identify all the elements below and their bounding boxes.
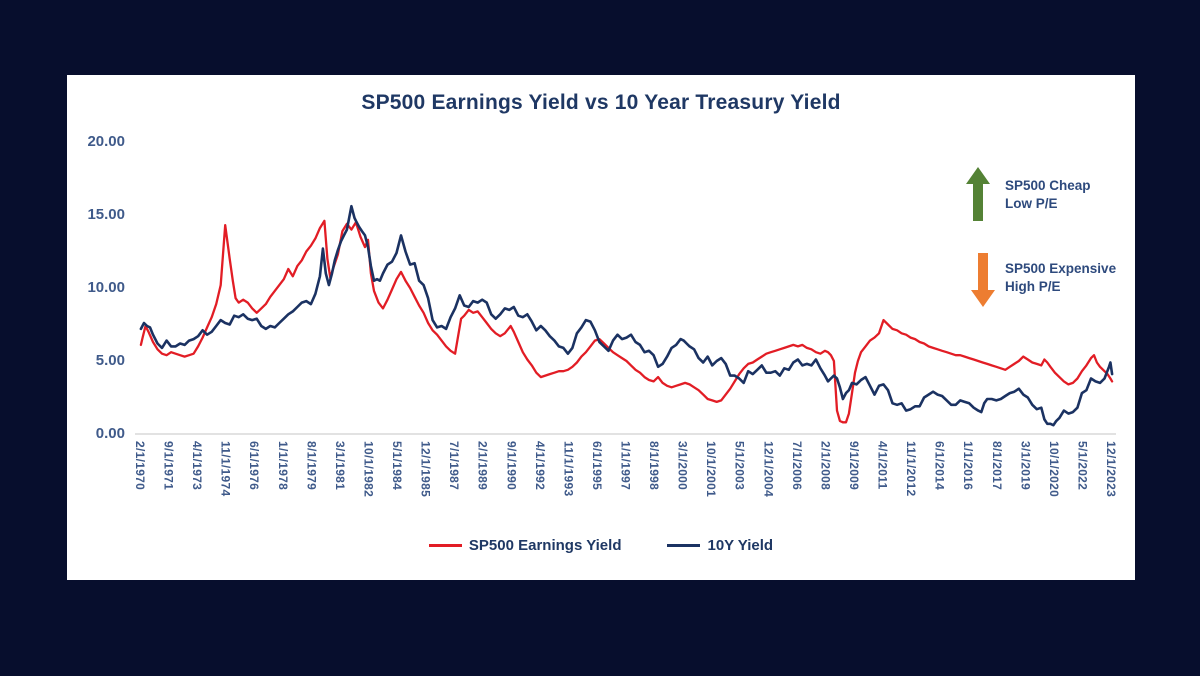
x-tick-label: 3/1/2000 bbox=[675, 441, 690, 491]
legend-label-sp500-earnings-yield: SP500 Earnings Yield bbox=[468, 537, 622, 554]
chart-title: SP500 Earnings Yield vs 10 Year Treasury… bbox=[361, 91, 841, 114]
x-tick-label: 9/1/1990 bbox=[504, 441, 519, 491]
x-tick-label: 8/1/1979 bbox=[304, 441, 319, 491]
x-tick-label: 6/1/1995 bbox=[589, 441, 604, 491]
legend-label-10y-yield: 10Y Yield bbox=[707, 537, 774, 554]
x-tick-label: 8/1/1998 bbox=[647, 441, 662, 491]
y-tick-label: 0.00 bbox=[95, 425, 125, 442]
down-arrow-icon bbox=[971, 253, 995, 307]
x-tick-label: 1/1/1997 bbox=[618, 441, 633, 491]
chart-panel: SP500 Earnings Yield vs 10 Year Treasury… bbox=[67, 75, 1135, 580]
plot-area bbox=[135, 204, 1116, 435]
legend-item-10y-yield: 10Y Yield bbox=[667, 537, 773, 554]
x-tick-label: 12/1/2004 bbox=[761, 441, 776, 498]
annotation-expensive-line2: High P/E bbox=[1005, 279, 1061, 294]
annotation-cheap-line2: Low P/E bbox=[1005, 196, 1058, 211]
x-tick-label: 5/1/2003 bbox=[732, 441, 747, 491]
x-tick-label: 10/1/2020 bbox=[1046, 441, 1061, 498]
up-arrow-shape bbox=[966, 167, 990, 221]
y-tick-label: 10.00 bbox=[87, 279, 125, 296]
x-tick-label: 7/1/1987 bbox=[447, 441, 462, 491]
legend-swatch-navy bbox=[667, 544, 701, 547]
annotation-cheap-line1: SP500 Cheap bbox=[1005, 178, 1091, 193]
x-tick-label: 11/1/2012 bbox=[904, 441, 919, 497]
x-tick-label: 7/1/2006 bbox=[789, 441, 804, 491]
up-arrow-icon bbox=[966, 167, 990, 221]
x-tick-label: 10/1/2001 bbox=[704, 441, 719, 498]
annotation-sp500-cheap: SP500 Cheap Low P/E bbox=[1005, 177, 1091, 213]
sp500-earnings-yield-line bbox=[139, 219, 1114, 424]
x-tick-label: 2/1/2008 bbox=[818, 441, 833, 491]
legend-item-sp500-earnings-yield: SP500 Earnings Yield bbox=[428, 537, 622, 554]
x-tick-label: 10/1/1982 bbox=[361, 441, 376, 498]
x-tick-label: 1/1/2016 bbox=[961, 441, 976, 491]
y-tick-label: 5.00 bbox=[95, 352, 125, 369]
x-tick-label: 9/1/1971 bbox=[161, 441, 176, 491]
x-tick-label: 6/1/2014 bbox=[932, 441, 947, 491]
chart-legend: SP500 Earnings Yield 10Y Yield bbox=[67, 537, 1135, 554]
x-tick-label: 2/1/1970 bbox=[133, 441, 147, 491]
x-tick-label: 5/1/2022 bbox=[1075, 441, 1090, 491]
x-tick-label: 5/1/1984 bbox=[390, 441, 405, 491]
x-tick-label: 3/1/2019 bbox=[1018, 441, 1033, 491]
x-tick-label: 1/1/1978 bbox=[275, 441, 290, 491]
x-tick-label: 6/1/1976 bbox=[247, 441, 262, 491]
x-tick-label: 12/1/1985 bbox=[418, 441, 433, 498]
x-tick-label: 8/1/2017 bbox=[989, 441, 1004, 491]
x-tick-label: 11/1/1993 bbox=[561, 441, 576, 497]
x-tick-label: 4/1/1973 bbox=[190, 441, 205, 491]
x-tick-label: 9/1/2009 bbox=[846, 441, 861, 491]
down-arrow-shape bbox=[971, 253, 995, 307]
y-tick-label: 15.00 bbox=[87, 206, 125, 223]
legend-swatch-red bbox=[428, 544, 462, 547]
x-tick-label: 11/1/1974 bbox=[218, 441, 233, 497]
x-tick-label: 3/1/1981 bbox=[332, 441, 347, 491]
x-tick-label: 2/1/1989 bbox=[475, 441, 490, 491]
x-tick-label: 4/1/2011 bbox=[875, 441, 890, 490]
annotation-expensive-line1: SP500 Expensive bbox=[1005, 261, 1117, 276]
treasury-10y-yield-line bbox=[139, 204, 1114, 427]
x-tick-label: 4/1/1992 bbox=[532, 441, 547, 491]
x-tick-label: 12/1/2023 bbox=[1104, 441, 1118, 498]
y-tick-label: 20.00 bbox=[87, 133, 125, 150]
annotation-sp500-expensive: SP500 Expensive High P/E bbox=[1005, 260, 1116, 296]
